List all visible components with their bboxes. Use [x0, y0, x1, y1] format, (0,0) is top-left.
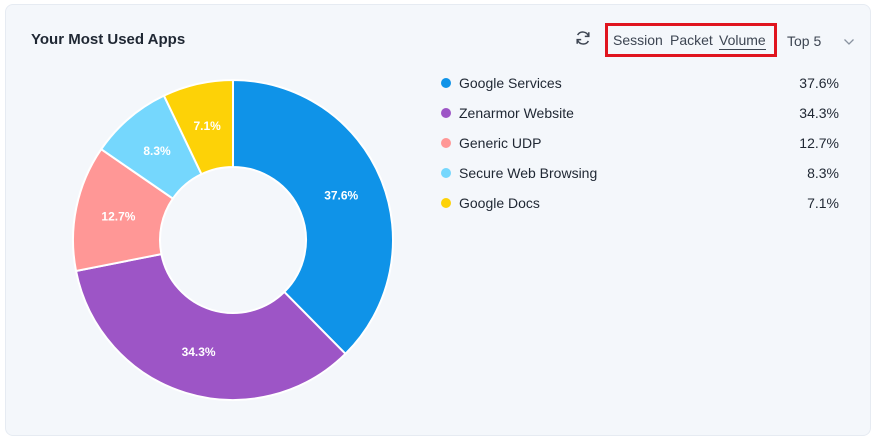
legend-value: 7.1%	[807, 195, 839, 211]
legend-label: Generic UDP	[459, 135, 542, 151]
legend-swatch	[441, 198, 451, 208]
chart-legend: Google Services 37.6% Zenarmor Website 3…	[441, 72, 839, 222]
legend-label: Zenarmor Website	[459, 105, 574, 121]
legend-item-generic-udp[interactable]: Generic UDP 12.7%	[441, 132, 839, 162]
slice-data-label: 12.7%	[101, 209, 135, 223]
tab-session[interactable]: Session	[613, 32, 663, 48]
legend-value: 8.3%	[807, 165, 839, 181]
legend-item-google-docs[interactable]: Google Docs 7.1%	[441, 192, 839, 222]
chevron-down-icon	[843, 33, 855, 49]
legend-label: Google Services	[459, 75, 562, 91]
tab-packet[interactable]: Packet	[670, 32, 713, 48]
tab-volume[interactable]: Volume	[719, 32, 766, 50]
legend-value: 34.3%	[799, 105, 839, 121]
legend-item-google-services[interactable]: Google Services 37.6%	[441, 72, 839, 102]
legend-item-zenarmor-website[interactable]: Zenarmor Website 34.3%	[441, 102, 839, 132]
legend-label: Secure Web Browsing	[459, 165, 598, 181]
legend-value: 12.7%	[799, 135, 839, 151]
legend-swatch	[441, 78, 451, 88]
top-n-select[interactable]: Top 5	[787, 33, 855, 49]
legend-item-secure-web-browsing[interactable]: Secure Web Browsing 8.3%	[441, 162, 839, 192]
legend-swatch	[441, 168, 451, 178]
top-n-value: Top 5	[787, 33, 822, 49]
refresh-icon[interactable]	[573, 28, 593, 48]
card-title: Your Most Used Apps	[31, 31, 186, 48]
donut-slice-google-services[interactable]	[232, 78, 394, 356]
legend-swatch	[441, 138, 451, 148]
slice-data-label: 37.6%	[324, 189, 358, 203]
legend-swatch	[441, 108, 451, 118]
legend-value: 37.6%	[799, 75, 839, 91]
slice-data-label: 34.3%	[182, 345, 216, 359]
donut-slice-google-docs[interactable]	[162, 78, 234, 176]
legend-label: Google Docs	[459, 195, 540, 211]
slice-data-label: 8.3%	[143, 144, 171, 158]
donut-slice-zenarmor-website[interactable]	[74, 252, 347, 401]
slice-data-label: 7.1%	[193, 119, 221, 133]
metric-toggle-highlight	[605, 23, 777, 57]
